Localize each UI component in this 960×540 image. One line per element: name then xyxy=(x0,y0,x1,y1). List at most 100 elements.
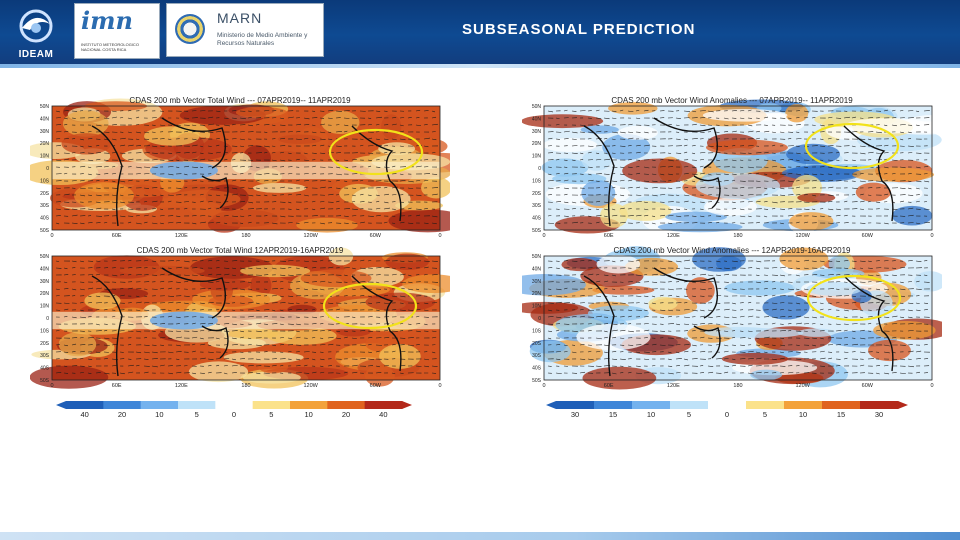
lon-label: 120W xyxy=(795,383,810,389)
lat-label: 40S xyxy=(532,366,542,372)
lon-label: 180 xyxy=(241,233,250,239)
lat-label: 10S xyxy=(532,328,542,334)
colorbar-tick-label: 5 xyxy=(762,410,768,419)
lon-label: 60E xyxy=(112,233,122,239)
lat-label: 20S xyxy=(40,341,50,347)
panel-title: CDAS 200 mb Vector Total Wind --- 07APR2… xyxy=(129,96,351,105)
header-bar: IDEAM imn INSTITUTO METEOROLOGICO NACION… xyxy=(0,0,960,64)
lon-label: 120E xyxy=(175,383,188,389)
marn-title: MARN xyxy=(217,10,263,26)
lon-label: 120W xyxy=(303,383,318,389)
imn-wordmark: imn xyxy=(81,6,133,35)
highlight-ellipse xyxy=(804,122,900,170)
lat-label: 30N xyxy=(40,279,50,285)
lat-label: 20S xyxy=(40,191,50,197)
lat-label: 20S xyxy=(532,341,542,347)
lat-label: 10S xyxy=(40,178,50,184)
lon-label: 0 xyxy=(438,383,441,389)
lat-label: 30S xyxy=(40,353,50,359)
lat-label: 10N xyxy=(40,304,50,310)
lat-label: 10N xyxy=(532,154,542,160)
lat-label: 30S xyxy=(532,203,542,209)
colorbar-tick-label: 0 xyxy=(231,410,237,419)
footer-bar xyxy=(0,532,960,540)
colorbar-tick-label: 15 xyxy=(608,410,618,419)
lat-label: 40N xyxy=(532,116,542,122)
colorbar-svg xyxy=(546,401,908,409)
lat-label: 0 xyxy=(538,166,541,172)
lat-label: 40N xyxy=(532,266,542,272)
lon-label: 60W xyxy=(862,383,874,389)
colorbar-tick-label: 10 xyxy=(798,410,808,419)
colorbar-tick-label: 10 xyxy=(155,410,164,419)
map-panel-total-wind-week1: 50N 40N 30N 20N 10N 0 10S 20S 30S 40S 50S 0 60E 120E 1… xyxy=(30,96,450,252)
panel-title: CDAS 200 mb Vector Total Wind 12APR2019-… xyxy=(136,246,344,255)
lat-label: 20N xyxy=(40,291,50,297)
lon-label: 60W xyxy=(862,233,874,239)
lon-label: 60E xyxy=(604,383,614,389)
lat-label: 30N xyxy=(532,279,542,285)
colorbar-tick-label: 40 xyxy=(379,410,388,419)
lon-label: 60E xyxy=(112,383,122,389)
lon-label: 0 xyxy=(50,383,53,389)
lat-label: 50S xyxy=(532,378,542,384)
lat-label: 40N xyxy=(40,266,50,272)
el-salvador-seal-icon xyxy=(175,14,205,44)
lat-label: 0 xyxy=(538,316,541,322)
lon-label: 120E xyxy=(667,233,680,239)
lat-label: 10S xyxy=(532,178,542,184)
map-panel-total-wind-week2: 50N 40N 30N 20N 10N 0 10S 20S 30S 40S 50S 0 60E 120E 1… xyxy=(30,246,450,402)
map-panel-wind-anomalies-week2: 50N 40N 30N 20N 10N 0 10S 20S 30S 40S 50S 0 60E 120E 1… xyxy=(522,246,942,402)
lon-label: 60W xyxy=(370,233,382,239)
lat-label: 50N xyxy=(532,254,542,260)
ideam-logo: IDEAM xyxy=(8,6,64,60)
lon-label: 120W xyxy=(795,233,810,239)
lon-label: 180 xyxy=(733,383,742,389)
lon-label: 120E xyxy=(175,233,188,239)
lon-label: 0 xyxy=(50,233,53,239)
colorbar-wind-anomalies: 30 15 10 5 0 5 10 15 30 xyxy=(546,400,908,422)
lat-label: 50N xyxy=(532,104,542,110)
lat-label: 50S xyxy=(532,228,542,234)
lon-label: 0 xyxy=(930,233,933,239)
colorbar-tick-label: 20 xyxy=(117,410,127,419)
colorbar-tick-label: 5 xyxy=(269,410,274,419)
page-title: SUBSEASONAL PREDICTION xyxy=(462,21,696,38)
lat-label: 30S xyxy=(532,353,542,359)
lat-label: 50S xyxy=(40,228,50,234)
lat-label: 10N xyxy=(40,154,50,160)
lat-label: 0 xyxy=(46,316,49,322)
lat-label: 20N xyxy=(532,291,542,297)
colorbar-tick-label: 5 xyxy=(686,410,692,419)
lon-label: 0 xyxy=(438,233,441,239)
lat-label: 50N xyxy=(40,254,50,260)
colorbar-tick-label: 10 xyxy=(304,410,313,419)
highlight-ellipse xyxy=(328,128,424,176)
imn-logo: imn INSTITUTO METEOROLOGICO NACIONAL COS… xyxy=(74,3,160,59)
lon-label: 180 xyxy=(733,233,742,239)
lat-label: 0 xyxy=(46,166,49,172)
colorbar-labels: 30 15 10 5 0 5 10 15 30 xyxy=(546,410,908,420)
lon-label: 60W xyxy=(370,383,382,389)
lon-label: 0 xyxy=(542,233,545,239)
panel-title: CDAS 200 mb Vector Wind Anomalies --- 12… xyxy=(613,246,851,255)
colorbar-tick-label: 15 xyxy=(836,410,846,419)
lon-label: 0 xyxy=(542,383,545,389)
lat-label: 40S xyxy=(40,366,50,372)
lon-label: 120E xyxy=(667,383,680,389)
colorbar-tick-label: 30 xyxy=(570,410,580,419)
marn-subtitle: Ministerio de Medio Ambiente y Recursos … xyxy=(217,32,308,47)
panel-title: CDAS 200 mb Vector Wind Anomalies --- 07… xyxy=(611,96,853,105)
lat-label: 30N xyxy=(40,129,50,135)
lon-label: 60E xyxy=(604,233,614,239)
colorbar-tick-label: 5 xyxy=(194,410,199,419)
lat-label: 40N xyxy=(40,116,50,122)
colorbar-tick-label: 40 xyxy=(80,410,89,419)
colorbar-labels: 40 20 10 5 0 5 10 20 40 xyxy=(56,410,412,420)
colorbar-total-wind: 40 20 10 5 0 5 10 20 40 xyxy=(56,400,412,422)
ideam-label: IDEAM xyxy=(18,49,54,60)
